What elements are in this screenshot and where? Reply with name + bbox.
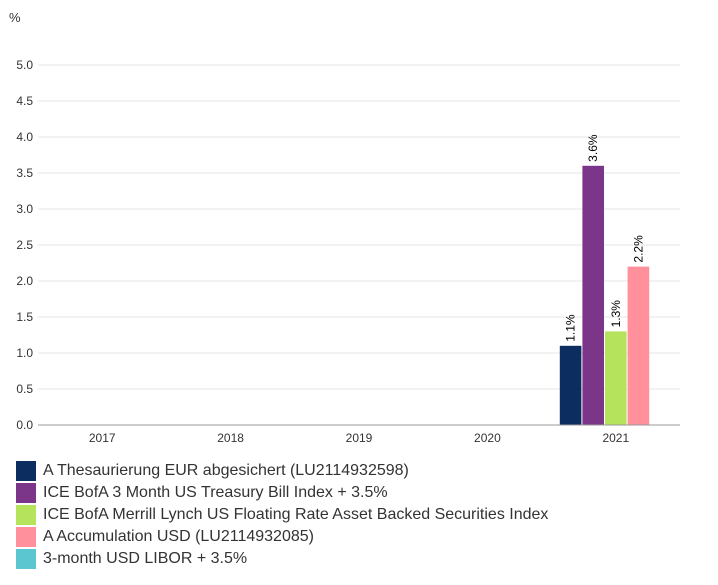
x-tick-label: 2019 — [346, 431, 373, 445]
legend-item[interactable]: 3-month USD LIBOR + 3.5% — [16, 548, 716, 570]
legend-swatch — [16, 505, 36, 525]
legend-label: ICE BofA Merrill Lynch US Floating Rate … — [43, 506, 549, 523]
legend-item[interactable]: ICE BofA 3 Month US Treasury Bill Index … — [16, 482, 716, 504]
y-tick-label: 1.5 — [16, 310, 33, 324]
gridlines — [38, 64, 680, 390]
x-tick-label: 2018 — [217, 431, 244, 445]
legend-swatch — [16, 461, 36, 481]
bar-value-label: 1.1% — [564, 314, 578, 342]
x-tick-label: 2020 — [474, 431, 501, 445]
legend-item[interactable]: A Thesaurierung EUR abgesichert (LU21149… — [16, 460, 716, 482]
y-tick-label: 0.5 — [16, 382, 33, 396]
performance-bar-chart: % 0.0 0.5 1.0 1.5 2.0 2.5 3.0 3.5 4.0 4.5 5.0 1.1%… — [9, 10, 680, 445]
legend-swatch — [16, 483, 36, 503]
legend-item[interactable]: ICE BofA Merrill Lynch US Floating Rate … — [16, 504, 716, 526]
y-tick-label: 3.0 — [16, 202, 33, 216]
legend-item[interactable]: A Accumulation USD (LU2114932085) — [16, 526, 716, 548]
y-tick-label: 0.0 — [16, 418, 33, 432]
data-labels: 1.1% 3.6% 1.3% 2.2% — [564, 134, 646, 342]
y-tick-label: 4.0 — [16, 130, 33, 144]
y-axis-unit-label: % — [9, 10, 21, 25]
y-tick-label: 2.5 — [16, 238, 33, 252]
bar-value-label: 2.2% — [631, 235, 645, 263]
y-tick-label: 4.5 — [16, 94, 33, 108]
y-tick-label: 5.0 — [16, 58, 33, 72]
bar — [582, 165, 605, 426]
x-tick-label: 2021 — [602, 431, 629, 445]
legend-label: 3-month USD LIBOR + 3.5% — [43, 550, 248, 567]
legend-swatch — [16, 549, 36, 569]
legend-label: A Accumulation USD (LU2114932085) — [43, 528, 314, 545]
legend-label: ICE BofA 3 Month US Treasury Bill Index … — [43, 484, 388, 501]
bar-value-label: 3.6% — [586, 134, 600, 162]
bar — [627, 266, 650, 425]
chart-legend: A Thesaurierung EUR abgesichert (LU21149… — [16, 460, 716, 570]
bar — [559, 345, 582, 425]
y-tick-label: 1.0 — [16, 346, 33, 360]
y-tick-label: 2.0 — [16, 274, 33, 288]
bars — [559, 165, 650, 426]
bar — [605, 331, 627, 425]
x-axis-ticks: 2017 2018 2019 2020 2021 — [89, 431, 630, 445]
bar-value-label: 1.3% — [609, 300, 623, 328]
x-tick-label: 2017 — [89, 431, 116, 445]
legend-swatch — [16, 527, 36, 547]
y-tick-label: 3.5 — [16, 166, 33, 180]
y-axis-ticks: 0.0 0.5 1.0 1.5 2.0 2.5 3.0 3.5 4.0 4.5 5.0 — [16, 58, 33, 432]
legend-label: A Thesaurierung EUR abgesichert (LU21149… — [43, 462, 409, 479]
